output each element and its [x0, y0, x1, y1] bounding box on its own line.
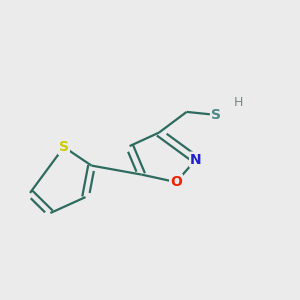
Text: O: O	[170, 175, 182, 189]
Text: S: S	[211, 108, 221, 122]
Text: H: H	[234, 96, 243, 110]
Text: N: N	[190, 153, 202, 166]
Text: S: S	[59, 140, 69, 154]
